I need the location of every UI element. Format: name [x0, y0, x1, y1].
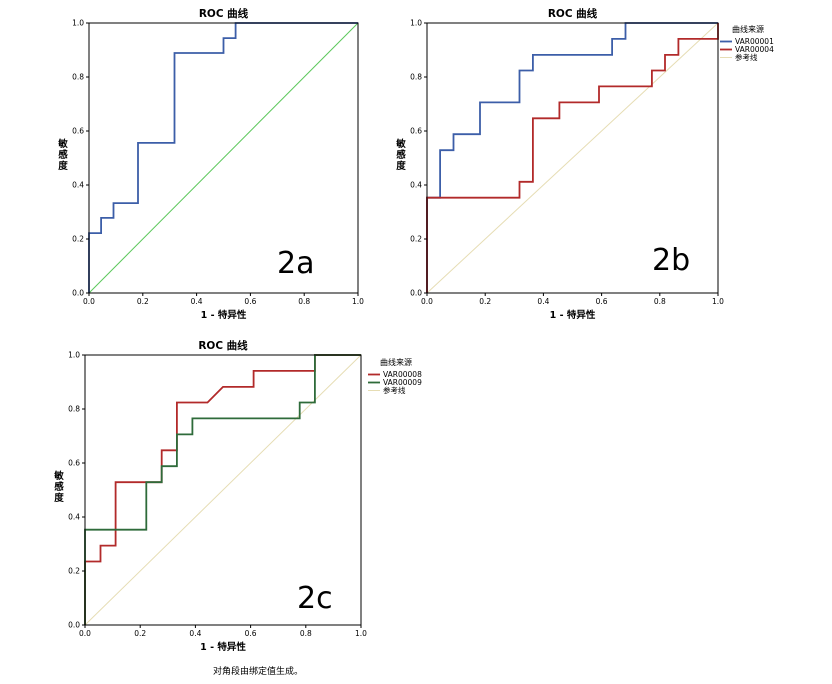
y-tick-label: 0.2	[410, 235, 422, 244]
x-tick-label: 1.0	[712, 297, 724, 306]
x-axis-label: 1 - 特异性	[200, 641, 246, 653]
x-tick-label: 0.6	[596, 297, 608, 306]
legend-entry: 参考线	[735, 52, 758, 62]
chart-title: ROC 曲线	[199, 7, 249, 20]
x-tick-label: 0.6	[245, 629, 257, 638]
y-tick-label: 0.6	[410, 127, 422, 136]
y-tick-label: 1.0	[72, 19, 84, 28]
roc-curve-var00001	[426, 22, 718, 293]
y-axis-label: 敏感度	[57, 138, 68, 172]
legend-entry: VAR00004	[735, 45, 774, 54]
x-tick-label: 0.2	[137, 297, 149, 306]
y-tick-label: 0.0	[68, 621, 80, 630]
chart-title: ROC 曲线	[548, 7, 598, 20]
x-tick-label: 0.2	[479, 297, 491, 306]
chart-2b: ROC 曲线 0.00.0 0.2 0.2 0.4 0.4 0.6 0.6 0.8 0.8 1.0 1…	[395, 7, 774, 321]
plot-frame	[426, 22, 719, 294]
x-tick-label: 0.2	[134, 629, 146, 638]
legend-entry: VAR00009	[383, 378, 422, 387]
x-tick-label: 0.8	[300, 629, 312, 638]
y-tick-label: 0.6	[68, 459, 80, 468]
chart-title: ROC 曲线	[198, 339, 248, 352]
x-tick-label: 0.6	[244, 297, 256, 306]
y-tick-label: 0.4	[72, 181, 84, 190]
roc-curve-var00004	[426, 23, 719, 293]
y-axis-label: 敏感度	[395, 138, 406, 172]
x-tick-label: 1.0	[355, 629, 367, 638]
y-axis-label: 敏感度	[53, 470, 64, 504]
y-tick-label: 0.2	[72, 235, 84, 244]
roc-curve-var00009	[84, 354, 361, 625]
x-tick-label: 0.0	[83, 297, 95, 306]
x-tick-label: 0.8	[298, 297, 310, 306]
panel-label: 2b	[652, 243, 690, 278]
y-tick-label: 0.8	[68, 405, 80, 414]
x-tick-label: 0.0	[421, 297, 433, 306]
plot-frame	[88, 22, 359, 294]
x-tick-label: 0.8	[654, 297, 666, 306]
reference-line	[426, 22, 719, 294]
x-tick-label: 0.4	[537, 297, 549, 306]
legend-title: 曲线来源	[380, 357, 412, 367]
roc-curve-2a	[88, 22, 358, 293]
y-tick-label: 0.4	[68, 513, 80, 522]
y-tick-label: 0.2	[68, 567, 80, 576]
reference-line	[88, 22, 359, 294]
footnote: 对角段由绑定值生成。	[213, 665, 303, 677]
y-tick-label: 0.8	[410, 73, 422, 82]
x-tick-label: 0.0	[79, 629, 91, 638]
y-tick-label: 0.4	[410, 181, 422, 190]
y-tick-label: 0.8	[72, 73, 84, 82]
legend-entry: 参考线	[383, 385, 406, 395]
legend-entry: VAR00001	[735, 37, 774, 46]
panel-label: 2c	[297, 581, 333, 616]
panel-label: 2a	[277, 246, 314, 281]
y-tick-label: 1.0	[68, 351, 80, 360]
chart-2a: ROC 曲线 0.00.0 0.2 0.2 0.4 0.4 0.6 0.6 0.8 0.8 1.0 1…	[57, 7, 364, 321]
y-tick-label: 0.0	[410, 289, 422, 298]
legend-title: 曲线来源	[732, 24, 764, 34]
x-tick-label: 1.0	[352, 297, 364, 306]
y-tick-label: 0.0	[72, 289, 84, 298]
legend-entry: VAR00008	[383, 370, 422, 379]
x-tick-label: 0.4	[191, 297, 203, 306]
x-axis-label: 1 - 特异性	[201, 309, 247, 321]
y-tick-label: 1.0	[410, 19, 422, 28]
x-axis-label: 1 - 特异性	[550, 309, 596, 321]
x-tick-label: 0.4	[189, 629, 201, 638]
plot-frame	[84, 354, 362, 626]
chart-2c: ROC 曲线 0.00.0 0.2 0.2 0.4 0.4 0.6 0.6 0.8 0.8 1.0 1…	[53, 339, 422, 677]
y-tick-label: 0.6	[72, 127, 84, 136]
